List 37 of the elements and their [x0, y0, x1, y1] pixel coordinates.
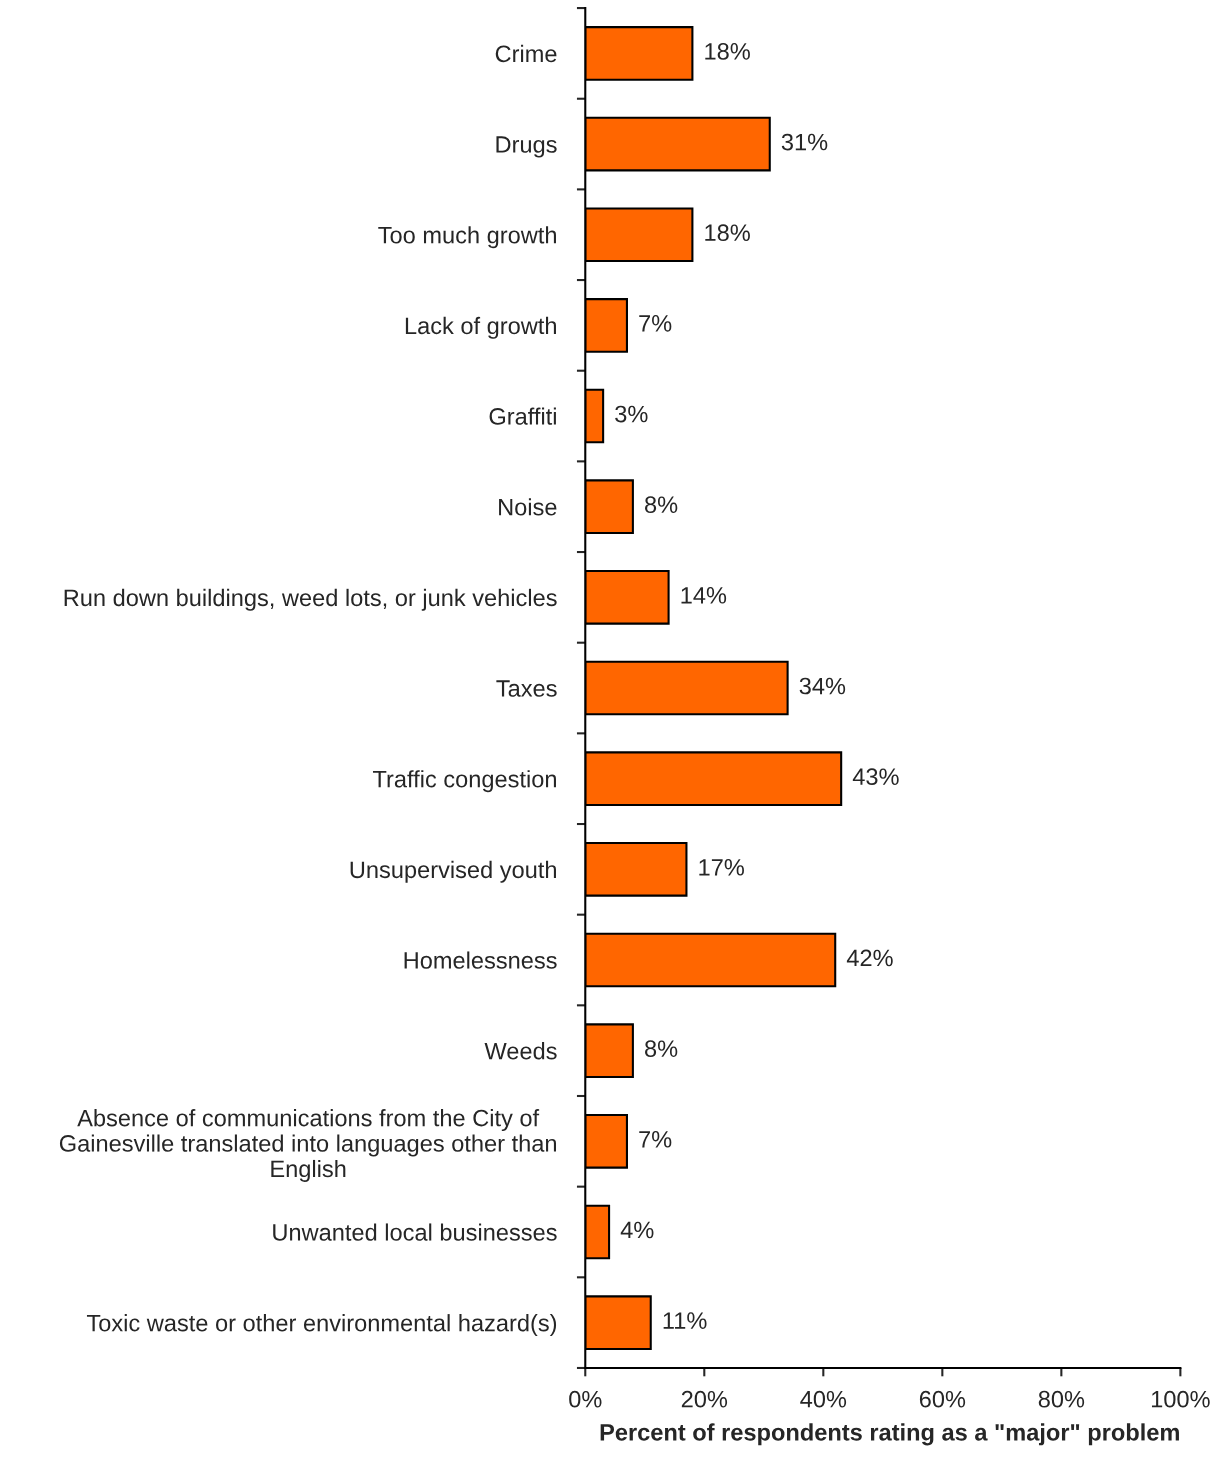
data-label: 43% [852, 768, 899, 786]
y-tick-label: Drugs [496, 136, 557, 158]
data-label: 11% [663, 1312, 707, 1329]
y-tick-label: Weeds [484, 1042, 557, 1060]
x-axis-title: Percent of respondents rating as a "major" problem [600, 1423, 1179, 1446]
x-tick-label: 40% [800, 1390, 847, 1408]
data-label: 42% [846, 949, 893, 967]
x-tick-label: 0% [569, 1390, 602, 1408]
data-label: 3% [615, 405, 648, 423]
data-label: 18% [705, 43, 750, 60]
data-label: 8% [645, 496, 678, 514]
data-label: 4% [620, 1221, 654, 1239]
data-label: 34% [799, 677, 846, 695]
y-tick-label: Unwanted local businesses [273, 1223, 557, 1241]
y-tick-label: Noise [499, 498, 557, 516]
data-label: 18% [705, 224, 750, 242]
data-label: 7% [639, 315, 672, 332]
data-label: 14% [681, 587, 727, 604]
y-tick-label: Lack of growth [405, 316, 556, 339]
x-tick-label: 20% [681, 1390, 728, 1408]
x-tick-label: 80% [1038, 1390, 1085, 1408]
y-tick-label: Too much growth [378, 226, 556, 249]
y-tick-label: Crime [495, 44, 557, 63]
x-tick-label: 60% [919, 1390, 966, 1408]
y-tick-label: Homelessness [404, 951, 557, 969]
y-tick-label: Run down buildings, weed lots, or junk vehicles [64, 588, 557, 611]
y-tick-label: Graffiti [489, 407, 556, 425]
x-tick-label: 100% [1151, 1390, 1210, 1408]
y-tick-label: Unsupervised youth [350, 860, 556, 883]
data-label: 8% [645, 1040, 678, 1057]
y-tick-label: Absence of communications from the City of Gainesville translated into languages other than English [59, 1109, 557, 1182]
data-label: 31% [781, 133, 828, 151]
data-label: 7% [639, 1131, 672, 1148]
y-tick-label: Traffic congestion [372, 770, 556, 793]
data-label: 17% [699, 859, 744, 876]
y-tick-label: Toxic waste or other environmental hazard(s) [86, 1314, 557, 1337]
y-tick-label: Taxes [496, 680, 557, 697]
